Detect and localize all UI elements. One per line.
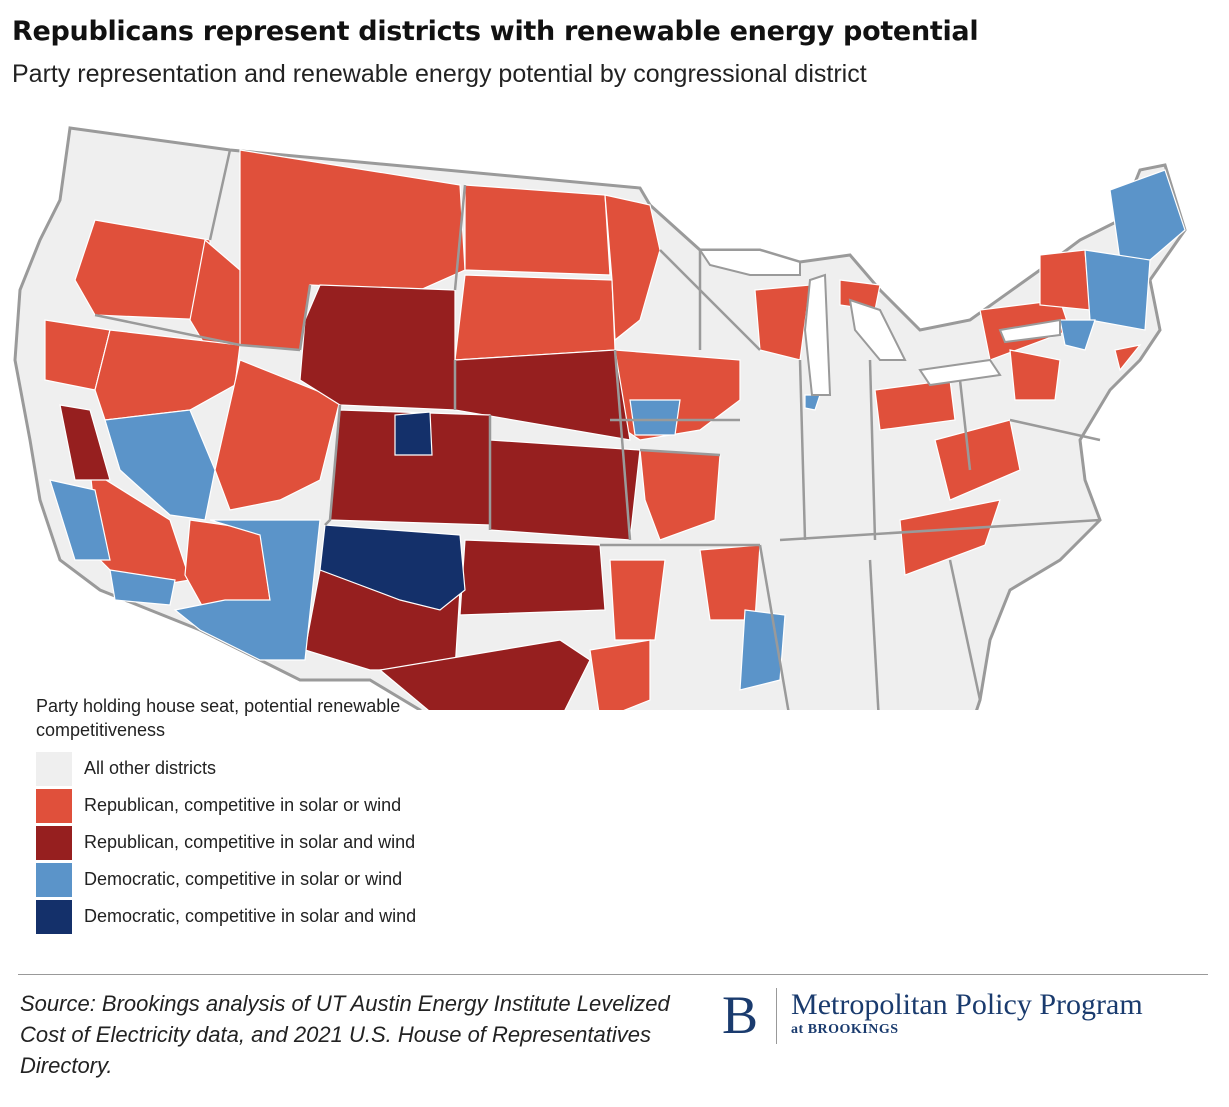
dem-or-districts [49,169,1186,691]
legend-item-dem-or: Democratic, competitive in solar or wind [36,861,496,898]
chart-subtitle: Party representation and renewable energ… [12,60,867,88]
legend-item-rep-or: Republican, competitive in solar or wind [36,787,496,824]
rep-or-districts [44,149,1142,710]
legend-swatch [36,788,72,823]
dem-and-districts [319,411,466,611]
legend-title: Party holding house seat, potential rene… [36,696,401,740]
source-note: Source: Brookings analysis of UT Austin … [20,991,670,1078]
legend-item-dem-and: Democratic, competitive in solar and win… [36,898,496,935]
brookings-logo: B Metropolitan Policy Program at BROOKIN… [722,988,1143,1044]
legend-item-other: All other districts [36,750,496,787]
state-borders [94,149,1101,710]
legend-swatch [36,862,72,897]
map-legend: Party holding house seat, potential rene… [36,694,496,935]
legend-swatch [36,825,72,860]
legend-label: Republican, competitive in solar or wind [84,795,402,815]
brand-text: Metropolitan Policy Program at BROOKINGS [777,988,1143,1038]
legend-label: All other districts [84,758,217,778]
legend-label: Republican, competitive in solar and win… [84,832,416,852]
brand-sub: at BROOKINGS [791,1022,899,1037]
legend-label: Democratic, competitive in solar or wind [84,869,403,889]
legend-label: Democratic, competitive in solar and win… [84,906,417,926]
chart-title: Republicans represent districts with ren… [12,16,979,47]
brand-name: Metropolitan Policy Program [791,988,1143,1021]
footer-divider [18,974,1208,975]
great-lakes [698,249,1061,396]
legend-swatch [36,899,72,934]
rep-and-districts [59,284,641,710]
brand-letter: B [722,988,778,1044]
legend-item-rep-and: Republican, competitive in solar and win… [36,824,496,861]
us-district-map [13,126,1187,710]
legend-swatch [36,751,72,786]
